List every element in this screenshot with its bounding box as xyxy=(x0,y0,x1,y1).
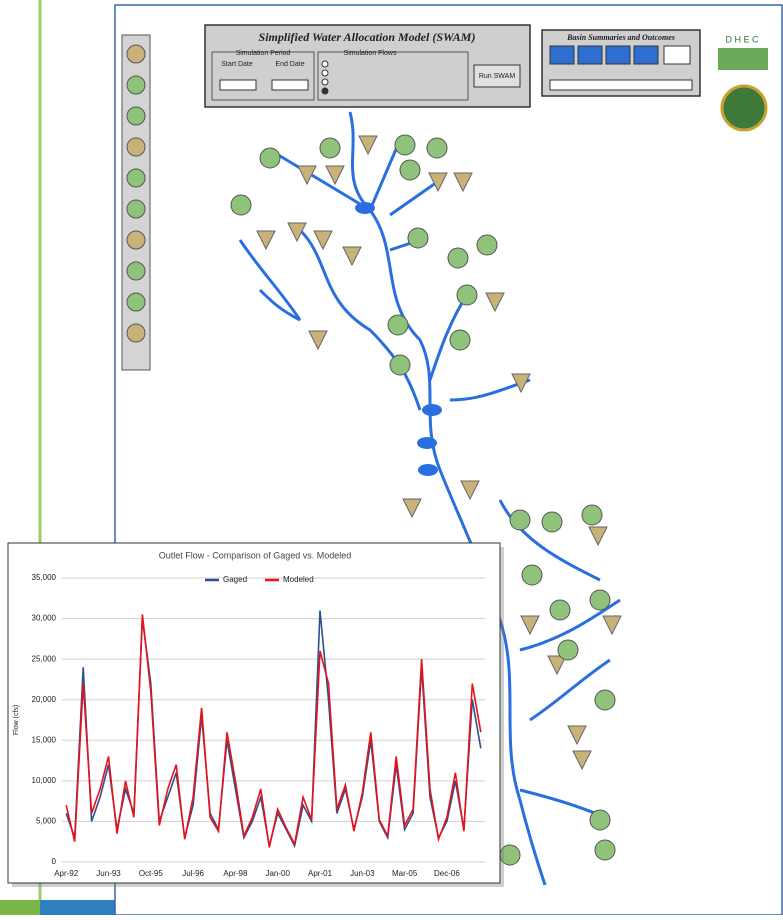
date-field[interactable] xyxy=(220,80,256,90)
withdrawal-node xyxy=(558,640,578,660)
palette-icon xyxy=(127,76,145,94)
page: Simplified Water Allocation Model (SWAM)… xyxy=(0,0,783,915)
palette-icon xyxy=(127,324,145,342)
palette-icon xyxy=(127,138,145,156)
y-tick-label: 30,000 xyxy=(32,614,57,623)
reservoir xyxy=(355,202,375,214)
group-label: Simulation Period xyxy=(236,50,291,57)
legend-label: Gaged xyxy=(223,575,247,584)
palette-icon xyxy=(127,45,145,63)
y-tick-label: 0 xyxy=(52,857,57,866)
y-tick-label: 15,000 xyxy=(32,735,57,744)
date-field[interactable] xyxy=(272,80,308,90)
withdrawal-node xyxy=(231,195,251,215)
withdrawal-node xyxy=(477,235,497,255)
reservoir xyxy=(418,464,438,476)
withdrawal-node xyxy=(390,355,410,375)
x-tick-label: Apr-01 xyxy=(308,869,333,878)
y-tick-label: 35,000 xyxy=(32,573,57,582)
x-tick-label: Oct-95 xyxy=(139,869,164,878)
x-tick-label: Jan-00 xyxy=(265,869,290,878)
y-tick-label: 5,000 xyxy=(36,817,57,826)
field-label: Start Date xyxy=(221,61,253,68)
palette-icon xyxy=(127,262,145,280)
reservoir xyxy=(422,404,442,416)
agency-logo xyxy=(718,48,768,70)
decor-block xyxy=(40,900,115,915)
withdrawal-node xyxy=(590,590,610,610)
legend-label: Modeled xyxy=(283,575,314,584)
x-tick-label: Dec-06 xyxy=(434,869,460,878)
radio[interactable] xyxy=(322,79,328,85)
palette-icon xyxy=(127,169,145,187)
chart-title: Outlet Flow - Comparison of Gaged vs. Mo… xyxy=(159,550,352,560)
summary-title: Basin Summaries and Outcomes xyxy=(566,33,675,42)
withdrawal-node xyxy=(395,135,415,155)
palette-icon xyxy=(127,107,145,125)
radio[interactable] xyxy=(322,70,328,76)
withdrawal-node xyxy=(260,148,280,168)
radio[interactable] xyxy=(322,61,328,67)
withdrawal-node xyxy=(457,285,477,305)
x-tick-label: Apr-92 xyxy=(54,869,79,878)
y-axis-label: Flow (cfs) xyxy=(13,705,20,735)
withdrawal-node xyxy=(582,505,602,525)
reservoir xyxy=(417,437,437,449)
y-tick-label: 10,000 xyxy=(32,776,57,785)
y-tick-label: 20,000 xyxy=(32,695,57,704)
palette-icon xyxy=(127,231,145,249)
chart-button[interactable] xyxy=(664,46,690,64)
withdrawal-node xyxy=(388,315,408,335)
withdrawal-node xyxy=(320,138,340,158)
options-row xyxy=(550,80,692,90)
x-tick-label: Jun-93 xyxy=(96,869,121,878)
run-button-label[interactable]: Run SWAM xyxy=(479,73,515,80)
palette-icon xyxy=(127,200,145,218)
x-tick-label: Mar-05 xyxy=(392,869,418,878)
summary-button[interactable] xyxy=(578,46,602,64)
screen: Simplified Water Allocation Model (SWAM)… xyxy=(0,0,783,915)
summary-button[interactable] xyxy=(634,46,658,64)
x-tick-label: Jun-03 xyxy=(350,869,375,878)
withdrawal-node xyxy=(542,512,562,532)
withdrawal-node xyxy=(595,690,615,710)
withdrawal-node xyxy=(427,138,447,158)
withdrawal-node xyxy=(450,330,470,350)
withdrawal-node xyxy=(408,228,428,248)
summary-button[interactable] xyxy=(606,46,630,64)
withdrawal-node xyxy=(400,160,420,180)
decor-block xyxy=(0,900,40,915)
field-label: End Date xyxy=(275,61,304,68)
x-tick-label: Jul-96 xyxy=(182,869,204,878)
agency-logo: D H E C xyxy=(725,34,759,44)
x-tick-label: Apr-98 xyxy=(223,869,248,878)
withdrawal-node xyxy=(590,810,610,830)
withdrawal-node xyxy=(550,600,570,620)
summary-button[interactable] xyxy=(550,46,574,64)
group-label: Simulation Flows xyxy=(344,50,397,57)
withdrawal-node xyxy=(448,248,468,268)
withdrawal-node xyxy=(522,565,542,585)
radio[interactable] xyxy=(322,88,328,94)
withdrawal-node xyxy=(510,510,530,530)
app-title: Simplified Water Allocation Model (SWAM) xyxy=(259,30,476,44)
y-tick-label: 25,000 xyxy=(32,654,57,663)
seal xyxy=(722,86,766,130)
palette-icon xyxy=(127,293,145,311)
withdrawal-node xyxy=(595,840,615,860)
